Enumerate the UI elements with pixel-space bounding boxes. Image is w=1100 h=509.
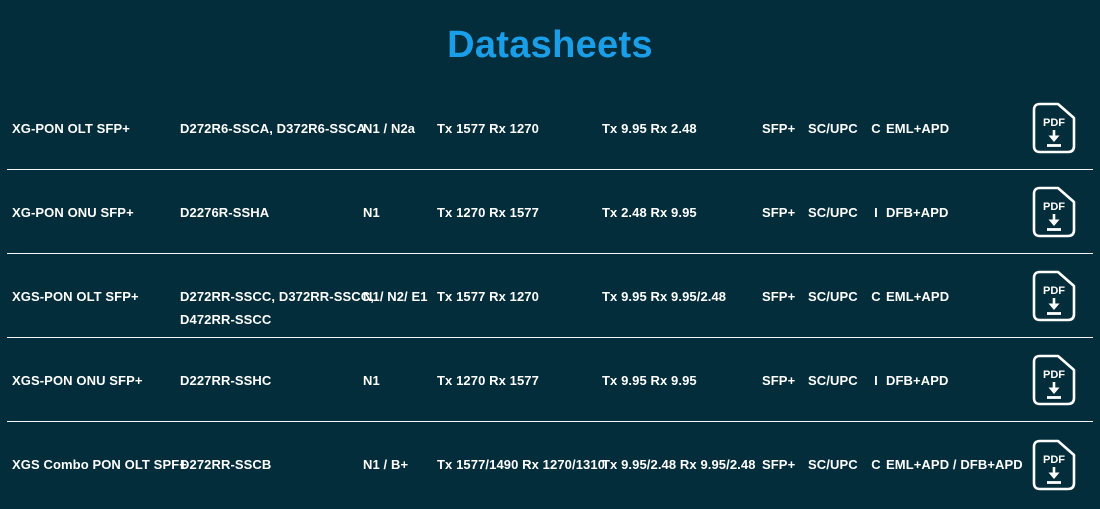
- temperature-grade: I: [874, 372, 878, 388]
- laser-type: EML+APD: [886, 288, 950, 304]
- table-row: XG-PON OLT SFP+ D272R6-SSCA, D372R6-SSCA…: [0, 86, 1100, 170]
- temperature-grade: C: [871, 288, 881, 304]
- pdf-download-button[interactable]: PDF: [1032, 102, 1076, 154]
- temperature-grade: C: [871, 457, 881, 472]
- product-name: XG-PON OLT SFP+: [12, 120, 130, 136]
- part-numbers: D227RR-SSHC: [180, 373, 363, 388]
- temperature-grade: I: [874, 204, 878, 220]
- pdf-file-icon: PDF: [1032, 186, 1076, 238]
- form-factor: SFP+: [762, 372, 796, 388]
- pdf-icon-label: PDF: [1043, 117, 1065, 129]
- download-arrow-icon: [1047, 382, 1061, 399]
- product-name: XG-PON ONU SFP+: [12, 204, 134, 220]
- part-numbers: D272R6-SSCA, D372R6-SSCA: [180, 120, 366, 136]
- part-numbers: D272RR-SSCC, D372RR-SSCC, D472RR-SSCC: [180, 289, 374, 327]
- table-row: XGS-PON ONU SFP+ D227RR-SSHC N1 Tx 1270 …: [0, 338, 1100, 422]
- part-numbers: D272RR-SSCB: [180, 457, 363, 472]
- data-rate: Tx 9.95/2.48 Rx 9.95/2.48: [602, 457, 756, 472]
- wavelength: Tx 1577 Rx 1270: [437, 288, 539, 304]
- table-row: XGS Combo PON OLT SPF+ D272RR-SSCB N1 / …: [0, 422, 1100, 507]
- data-rate: Tx 2.48 Rx 9.95: [602, 204, 697, 220]
- wavelength: Tx 1270 Rx 1577: [437, 372, 539, 388]
- pdf-file-icon: PDF: [1032, 102, 1076, 154]
- laser-type: EML+APD: [886, 120, 950, 136]
- pon-class: N1 / B+: [363, 457, 409, 472]
- laser-type: DFB+APD: [886, 204, 949, 220]
- laser-type: DFB+APD: [886, 372, 949, 388]
- download-arrow-icon: [1047, 214, 1061, 231]
- pon-class: N1 / N2a: [363, 120, 416, 136]
- pdf-download-button[interactable]: PDF: [1032, 354, 1076, 406]
- pdf-download-button[interactable]: PDF: [1032, 439, 1076, 491]
- form-factor: SFP+: [762, 204, 796, 220]
- pdf-icon-label: PDF: [1043, 369, 1065, 381]
- pon-class: N1: [363, 372, 380, 388]
- download-arrow-icon: [1047, 298, 1061, 315]
- data-rate: Tx 9.95 Rx 9.95/2.48: [602, 288, 727, 304]
- product-name: XGS Combo PON OLT SPF+: [12, 457, 187, 472]
- pdf-icon-label: PDF: [1043, 454, 1065, 466]
- pdf-file-icon: PDF: [1032, 439, 1076, 490]
- part-numbers-line1: D272RR-SSCC, D372RR-SSCC,: [180, 288, 374, 304]
- connector-type: SC/UPC: [808, 204, 858, 220]
- connector-type: SC/UPC: [808, 120, 858, 136]
- pon-class: N1/ N2/ E1: [363, 288, 428, 304]
- wavelength: Tx 1577/1490 Rx 1270/1310: [437, 457, 606, 472]
- pdf-download-button[interactable]: PDF: [1032, 186, 1076, 238]
- data-rate: Tx 9.95 Rx 2.48: [602, 120, 697, 136]
- pdf-file-icon: PDF: [1032, 270, 1076, 322]
- download-arrow-icon: [1047, 130, 1061, 147]
- wavelength: Tx 1270 Rx 1577: [437, 204, 539, 220]
- part-numbers-line1: D227RR-SSHC: [180, 372, 272, 388]
- pdf-icon-label: PDF: [1043, 201, 1065, 213]
- pdf-icon-label: PDF: [1043, 285, 1065, 297]
- pdf-download-button[interactable]: PDF: [1032, 270, 1076, 322]
- pon-class: N1: [363, 204, 380, 220]
- form-factor: SFP+: [762, 288, 796, 304]
- part-numbers-line1: D2276R-SSHA: [180, 204, 270, 220]
- table-row: XG-PON ONU SFP+ D2276R-SSHA N1 Tx 1270 R…: [0, 170, 1100, 254]
- part-numbers-line2: D472RR-SSCC: [180, 311, 272, 327]
- wavelength: Tx 1577 Rx 1270: [437, 120, 539, 136]
- temperature-grade: C: [871, 120, 881, 136]
- part-numbers: D2276R-SSHA: [180, 205, 363, 220]
- laser-type: EML+APD / DFB+APD: [886, 457, 1023, 472]
- download-arrow-icon: [1047, 466, 1061, 484]
- page-header: Datasheets: [0, 0, 1100, 86]
- pdf-file-icon: PDF: [1032, 354, 1076, 406]
- part-numbers-line1: D272R6-SSCA, D372R6-SSCA: [180, 120, 366, 136]
- product-name: XGS-PON OLT SFP+: [12, 288, 139, 304]
- page-title: Datasheets: [447, 23, 653, 66]
- product-name: XGS-PON ONU SFP+: [12, 372, 143, 388]
- part-numbers-line1: D272RR-SSCB: [180, 457, 272, 472]
- connector-type: SC/UPC: [808, 457, 858, 472]
- form-factor: SFP+: [762, 457, 796, 472]
- connector-type: SC/UPC: [808, 288, 858, 304]
- datasheets-table: XG-PON OLT SFP+ D272R6-SSCA, D372R6-SSCA…: [0, 86, 1100, 507]
- connector-type: SC/UPC: [808, 372, 858, 388]
- table-row: XGS-PON OLT SFP+ D272RR-SSCC, D372RR-SSC…: [0, 254, 1100, 338]
- form-factor: SFP+: [762, 120, 796, 136]
- data-rate: Tx 9.95 Rx 9.95: [602, 372, 697, 388]
